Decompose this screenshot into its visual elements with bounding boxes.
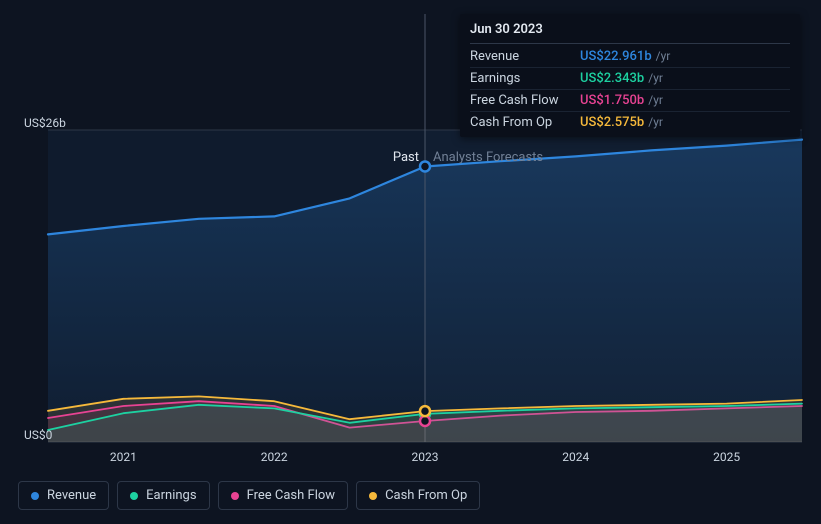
- tooltip-row-label: Earnings: [470, 71, 580, 86]
- tooltip-row-unit: /yr: [648, 71, 663, 85]
- tooltip-row-unit: /yr: [648, 93, 663, 107]
- legend-label: Earnings: [146, 488, 196, 503]
- tooltip-row-value: US$2.575b: [580, 115, 644, 130]
- forecast-section-label: Analysts Forecasts: [433, 150, 543, 165]
- tooltip-row-unit: /yr: [656, 49, 671, 63]
- tooltip-title: Jun 30 2023: [470, 22, 790, 44]
- tooltip-row-value: US$22.961b: [580, 49, 652, 64]
- legend-item[interactable]: Free Cash Flow: [218, 481, 348, 510]
- legend-label: Cash From Op: [385, 488, 467, 503]
- tooltip-row-unit: /yr: [648, 115, 663, 129]
- legend-dot-icon: [369, 492, 377, 500]
- legend-label: Free Cash Flow: [247, 488, 335, 503]
- legend-dot-icon: [231, 492, 239, 500]
- x-tick-label: 2024: [562, 450, 589, 464]
- past-section-label: Past: [385, 150, 419, 165]
- x-tick-label: 2025: [713, 450, 740, 464]
- x-tick-label: 2022: [261, 450, 288, 464]
- chart-tooltip: Jun 30 2023 RevenueUS$22.961b/yrEarnings…: [460, 14, 800, 137]
- legend-dot-icon: [31, 492, 39, 500]
- tooltip-row-value: US$1.750b: [580, 93, 644, 108]
- tooltip-row-label: Free Cash Flow: [470, 93, 580, 108]
- legend-item[interactable]: Cash From Op: [356, 481, 480, 510]
- tooltip-row: Free Cash FlowUS$1.750b/yr: [470, 90, 790, 112]
- tooltip-row-label: Cash From Op: [470, 115, 580, 130]
- legend-label: Revenue: [47, 488, 96, 503]
- legend-dot-icon: [130, 492, 138, 500]
- y-tick-label: US$0: [24, 428, 52, 442]
- tooltip-row: RevenueUS$22.961b/yr: [470, 46, 790, 68]
- tooltip-row-value: US$2.343b: [580, 71, 644, 86]
- financials-chart: US$0 US$26b 2021 2022 2023 2024 2025 Past Anal…: [0, 0, 821, 524]
- tooltip-row-label: Revenue: [470, 49, 580, 64]
- y-tick-label: US$26b: [24, 116, 66, 130]
- x-tick-label: 2021: [110, 450, 137, 464]
- tooltip-row: Cash From OpUS$2.575b/yr: [470, 112, 790, 133]
- chart-legend: Revenue Earnings Free Cash Flow Cash From O…: [18, 481, 480, 510]
- x-tick-label: 2023: [412, 450, 439, 464]
- legend-item[interactable]: Revenue: [18, 481, 109, 510]
- legend-item[interactable]: Earnings: [117, 481, 209, 510]
- tooltip-row: EarningsUS$2.343b/yr: [470, 68, 790, 90]
